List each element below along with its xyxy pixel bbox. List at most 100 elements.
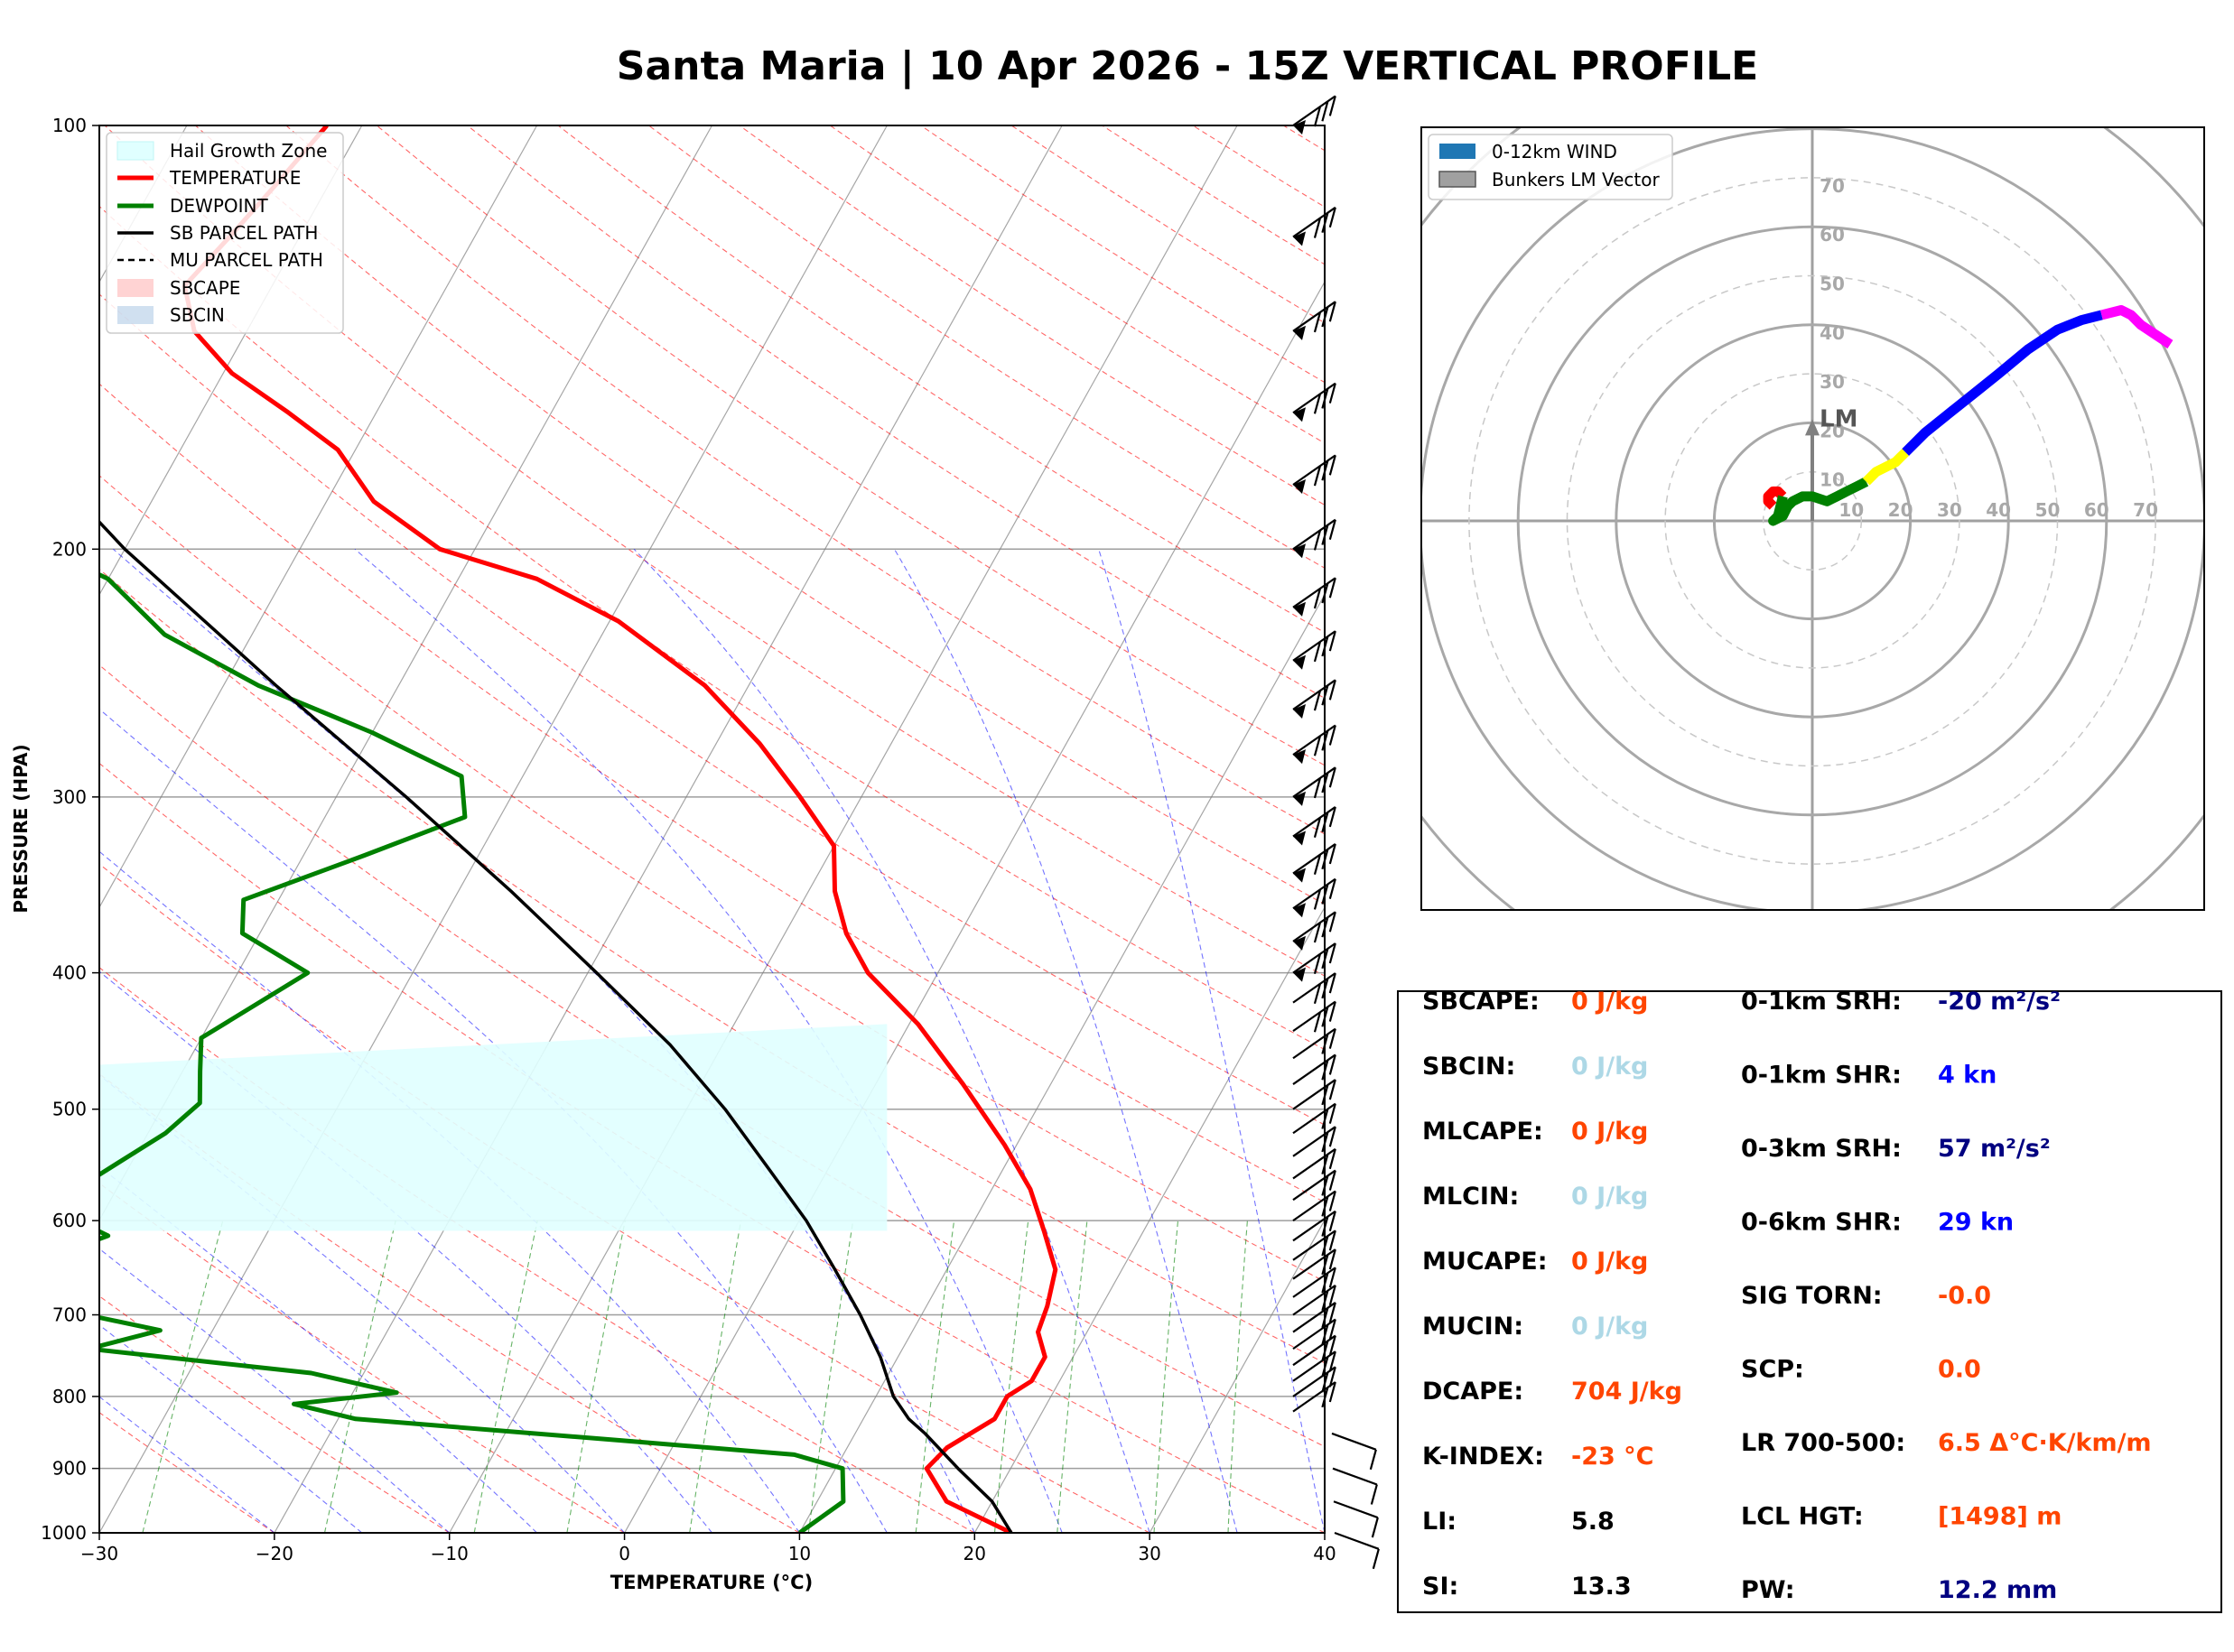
stat-label: PW:	[1741, 1576, 1795, 1604]
stat-value: -20 m²/s²	[1938, 988, 2061, 1016]
dry-adiabat-line	[195, 125, 1325, 905]
wind-barb	[1292, 1267, 1336, 1298]
wind-barb	[1331, 1432, 1377, 1471]
stat-value: 0 J/kg	[1571, 988, 1648, 1016]
wind-barb	[1292, 1147, 1336, 1180]
dewpoint-line	[99, 571, 846, 1533]
wind-barb	[1292, 1334, 1336, 1367]
stat-value: 57 m²/s²	[1938, 1135, 2051, 1163]
isotherm-line	[449, 125, 1238, 1533]
hodo-ring-label-x: 60	[2084, 499, 2109, 521]
y-tick-label: 400	[52, 962, 87, 984]
wind-barb	[1292, 806, 1336, 846]
wind-barb	[1292, 1079, 1336, 1110]
stat-value: 704 J/kg	[1571, 1378, 1682, 1406]
stat-label: MLCAPE:	[1422, 1118, 1543, 1146]
legend-label-temperature: TEMPERATURE	[169, 167, 301, 189]
x-tick-label: −30	[80, 1543, 118, 1564]
hodo-ring-label-y: 50	[1820, 274, 1845, 295]
wind-barb	[1292, 95, 1336, 135]
wind-barb	[1292, 942, 1336, 982]
wind-barb	[1292, 1284, 1336, 1316]
moist-adiabat-line	[1098, 549, 1325, 1533]
legend-label-bunkers: Bunkers LM Vector	[1492, 169, 1661, 190]
stat-label: MLCIN:	[1422, 1183, 1519, 1211]
hodo-ring-major	[1615, 323, 2010, 719]
wind-barb	[1333, 1500, 1379, 1538]
lm-label: LM	[1820, 405, 1857, 432]
wind-barb	[1292, 911, 1336, 951]
stat-value: 0 J/kg	[1571, 1183, 1648, 1211]
wind-barb	[1334, 1531, 1380, 1570]
sb-parcel-line	[99, 519, 1013, 1533]
x-axis-label: TEMPERATURE (°C)	[610, 1572, 813, 1593]
hodo-ring-major	[1516, 225, 2108, 817]
hodograph-segment	[2100, 305, 2173, 349]
x-tick-label: 0	[619, 1543, 630, 1564]
y-tick-label: 200	[52, 538, 87, 560]
y-tick-label: 300	[52, 786, 87, 808]
stat-value: 4 kn	[1938, 1062, 1997, 1090]
stat-value: -23 °C	[1571, 1443, 1654, 1471]
stat-label: SBCIN:	[1422, 1053, 1515, 1081]
stats-panel: SBCAPE: 0 J/kg SBCIN: 0 J/kg MLCAPE: 0 J/kg ML…	[1397, 988, 2222, 1613]
mixing-ratio-line	[1227, 1220, 1248, 1533]
legend-swatch-wind	[1439, 144, 1475, 159]
dry-adiabat-line	[99, 1183, 625, 1533]
hodo-ring-label-x: 30	[1937, 499, 1962, 521]
wind-barb	[1292, 1366, 1336, 1397]
skewt-legend: Hail Growth Zone TEMPERATURE DEWPOINT SB…	[106, 132, 344, 334]
hail-zone-fill	[99, 1024, 888, 1231]
skewt-panel: −30 −20 −10 0 10 20 30 40 100 200 300 400 500 600 700 8…	[10, 95, 1380, 1593]
stat-label: SCP:	[1741, 1356, 1804, 1384]
y-tick-label: 500	[52, 1099, 87, 1120]
stat-value: 29 kn	[1938, 1209, 2014, 1237]
hodo-ring-minor	[1566, 274, 2059, 767]
stat-value: 0 J/kg	[1571, 1118, 1648, 1146]
legend-swatch-bunkers	[1438, 171, 1476, 188]
x-tick-label: 20	[963, 1543, 986, 1564]
y-tick-label: 600	[52, 1210, 87, 1231]
dry-adiabat-line	[99, 293, 1325, 1126]
wind-barb	[1292, 1126, 1336, 1157]
moist-adiabat-line	[99, 1074, 626, 1533]
wind-barb	[1292, 577, 1336, 617]
dry-adiabat-line	[99, 475, 1325, 1283]
skewt-profiles	[99, 125, 1058, 1533]
isotherm-line	[99, 125, 538, 909]
isotherm-line	[624, 281, 1325, 1533]
stat-label: LCL HGT:	[1741, 1503, 1864, 1531]
dry-adiabat-line	[99, 664, 1325, 1448]
wind-barb	[1292, 1053, 1336, 1085]
bunkers-lm-arrowhead	[1805, 419, 1820, 436]
stat-label: MUCAPE:	[1422, 1248, 1548, 1276]
wind-barb	[1292, 1169, 1336, 1202]
legend-swatch-hail	[116, 141, 154, 161]
x-tick-label: 10	[788, 1543, 811, 1564]
wind-barb	[1292, 724, 1336, 765]
hodograph-segment	[1763, 486, 1787, 510]
stat-label: LR 700-500:	[1741, 1429, 1905, 1457]
stat-label: SI:	[1422, 1573, 1458, 1601]
mixing-ratio-line	[1056, 1220, 1088, 1533]
y-axis-label: PRESSURE (HPA)	[10, 744, 32, 913]
stat-label: SBCAPE:	[1422, 988, 1540, 1016]
legend-label-mu-parcel: MU PARCEL PATH	[170, 249, 323, 271]
wind-barb	[1292, 1000, 1336, 1033]
hail-growth-zone	[99, 1024, 888, 1231]
dry-adiabat-line	[99, 383, 1325, 1203]
wind-barb	[1292, 877, 1336, 918]
hodo-ring-label-y: 10	[1820, 469, 1845, 491]
moist-adiabat-line	[894, 549, 1238, 1533]
hodo-ring-label-x: 70	[2133, 499, 2158, 521]
stat-value: -0.0	[1938, 1282, 1991, 1310]
hodo-ring-label-y: 20	[1820, 420, 1845, 441]
stat-label: K-INDEX:	[1422, 1443, 1544, 1471]
moist-adiabat-line	[99, 1324, 363, 1533]
legend-swatch-sbcape	[117, 279, 154, 297]
wind-barb	[1292, 1381, 1336, 1413]
skewt-ticks: −30 −20 −10 0 10 20 30 40 100 200 300 400 500 600 700 8…	[41, 115, 1336, 1564]
mixing-ratio-line	[142, 1220, 224, 1533]
legend-label-sbcape: SBCAPE	[170, 277, 240, 299]
skewt-frame	[98, 125, 1326, 1534]
